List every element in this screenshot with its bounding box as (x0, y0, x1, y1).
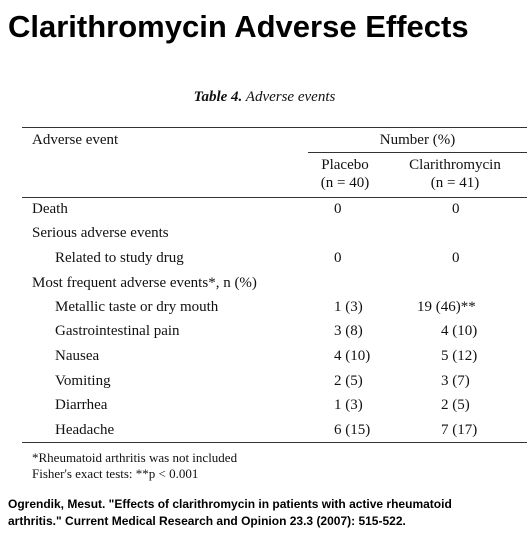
column-header: Placebo (321, 157, 369, 173)
cell: 4 (10) (441, 323, 478, 339)
cell: 6 (15) (334, 422, 371, 438)
citation: arthritis." Current Medical Research and… (8, 514, 406, 528)
cell: 1 (3) (334, 299, 363, 315)
cell: 0 (452, 250, 460, 266)
row-label: Vomiting (55, 373, 111, 389)
rule (22, 197, 527, 198)
cell: 0 (452, 201, 460, 217)
cell: 0 (334, 250, 342, 266)
row-label: Serious adverse events (32, 225, 169, 241)
cell: 4 (10) (334, 348, 371, 364)
footnote: *Rheumatoid arthritis was not included (32, 450, 238, 465)
caption-text: Adverse events (245, 89, 336, 105)
column-subheader: (n = 41) (430, 175, 480, 191)
cell: 19 (46)** (417, 299, 476, 315)
row-label: Nausea (55, 348, 100, 364)
row-label: Diarrhea (55, 397, 108, 413)
cell: 7 (17) (441, 422, 478, 438)
row-label: Related to study drug (55, 250, 184, 266)
column-header: Clarithromycin (409, 157, 501, 173)
column-subheader: (n = 40) (320, 175, 370, 191)
footnote: Fisher's exact tests: **p < 0.001 (32, 466, 199, 481)
row-label: Most frequent adverse events*, n (%) (32, 275, 257, 291)
cell: 3 (8) (334, 323, 363, 339)
row-label: Metallic taste or dry mouth (55, 299, 219, 315)
cell: 2 (5) (334, 373, 363, 389)
row-label: Headache (55, 422, 115, 438)
column-group-header: Number (%) (379, 132, 456, 148)
citation: Ogrendik, Mesut. "Effects of clarithromy… (8, 497, 452, 511)
caption-label: Table 4. (193, 89, 243, 105)
cell: 1 (3) (334, 397, 363, 413)
row-label: Death (32, 201, 68, 217)
column-header: Adverse event (32, 132, 119, 148)
cell: 0 (334, 201, 342, 217)
rule (22, 127, 527, 128)
table-caption: Table 4. Adverse events (0, 88, 529, 106)
cell: 3 (7) (441, 373, 470, 389)
title: Clarithromycin Adverse Effects (8, 9, 469, 44)
cell: 5 (12) (441, 348, 478, 364)
rule (22, 442, 527, 443)
rule (308, 152, 527, 153)
row-label: Gastrointestinal pain (55, 323, 180, 339)
cell: 2 (5) (441, 397, 470, 413)
